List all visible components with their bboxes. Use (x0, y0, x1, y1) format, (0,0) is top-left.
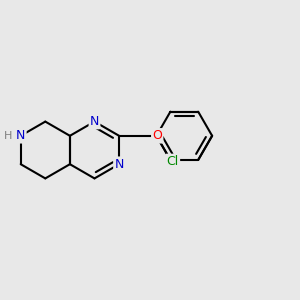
Text: N: N (114, 158, 124, 171)
Text: O: O (152, 129, 162, 142)
Text: Cl: Cl (167, 155, 179, 168)
Text: N: N (90, 115, 99, 128)
Text: H: H (4, 131, 12, 141)
Text: N: N (16, 129, 26, 142)
